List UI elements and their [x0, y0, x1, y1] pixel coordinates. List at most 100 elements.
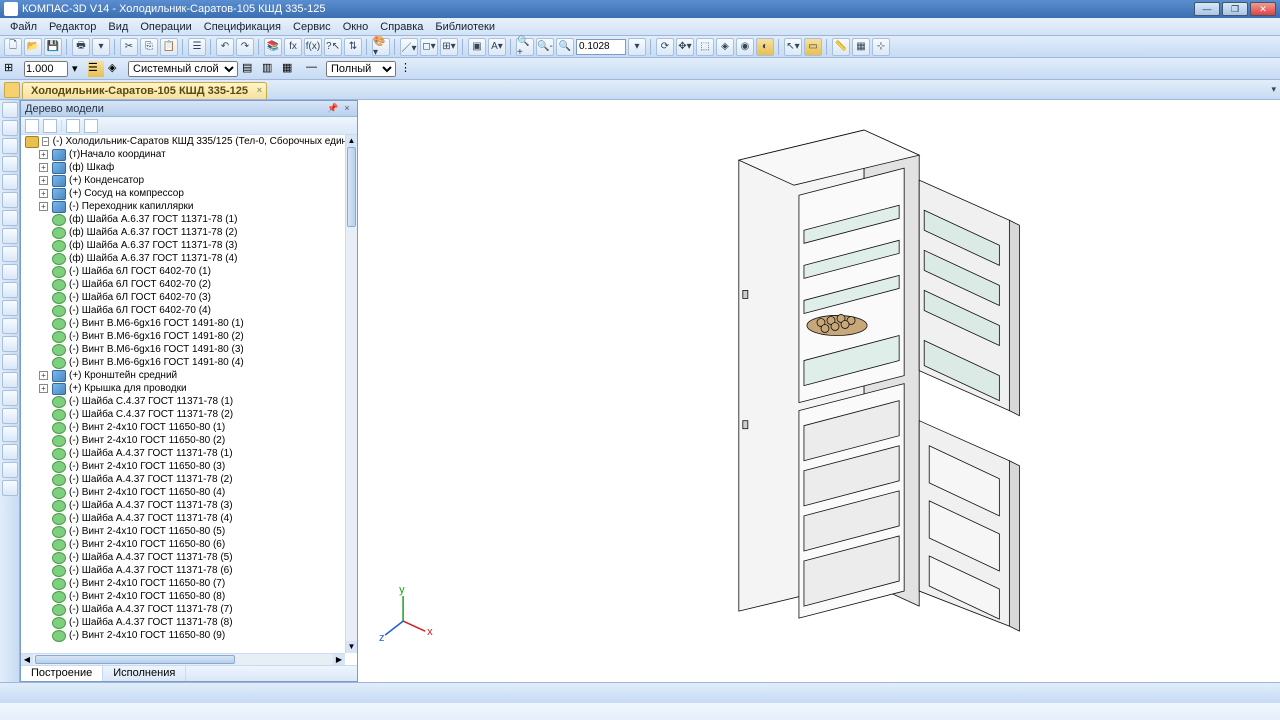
select-button[interactable]: ▭	[804, 38, 822, 56]
pin-icon[interactable]: 📌	[327, 103, 339, 115]
tree-tool-3[interactable]	[66, 119, 80, 133]
left-tool-2[interactable]	[2, 138, 18, 154]
open-button[interactable]: 📂	[24, 38, 42, 56]
scroll-right-icon[interactable]: ▶	[333, 654, 345, 665]
tree-item[interactable]: (-) Шайба С.4.37 ГОСТ 11371-78 (1)	[21, 395, 345, 408]
tree-vscrollbar[interactable]: ▲ ▼	[345, 135, 357, 653]
linestyle-tool[interactable]: ⋮	[400, 61, 416, 77]
layer-tool-1[interactable]: ▤	[242, 61, 258, 77]
new-button[interactable]: 🗋	[4, 38, 22, 56]
layer-icon[interactable]: ◈	[108, 61, 124, 77]
toggle-button[interactable]: ⇅	[344, 38, 362, 56]
tree-item[interactable]: (ф) Шайба А.6.37 ГОСТ 11371-78 (1)	[21, 213, 345, 226]
zoom-dropdown[interactable]: ▾	[628, 38, 646, 56]
tree-item[interactable]: (-) Винт 2-4x10 ГОСТ 11650-80 (5)	[21, 525, 345, 538]
scale-input[interactable]	[24, 61, 68, 77]
tree-item[interactable]: +(+) Конденсатор	[21, 174, 345, 187]
tree-item[interactable]: +(т)Начало координат	[21, 148, 345, 161]
expand-icon[interactable]: +	[39, 189, 48, 198]
left-tool-11[interactable]	[2, 300, 18, 316]
expand-icon[interactable]: +	[39, 384, 48, 393]
tree-item[interactable]: (-) Винт В.М6-6gх16 ГОСТ 1491-80 (2)	[21, 330, 345, 343]
tree-item[interactable]: (-) Винт 2-4x10 ГОСТ 11650-80 (6)	[21, 538, 345, 551]
undo-button[interactable]: ↶	[216, 38, 234, 56]
menu-7[interactable]: Справка	[374, 21, 429, 33]
menu-2[interactable]: Вид	[102, 21, 134, 33]
iso-button[interactable]: ◈	[716, 38, 734, 56]
left-tool-16[interactable]	[2, 390, 18, 406]
scale-lock-button[interactable]: ⊞	[4, 61, 20, 77]
left-tool-5[interactable]	[2, 192, 18, 208]
render-button[interactable]: ◉	[736, 38, 754, 56]
copy-button[interactable]: ⎘	[140, 38, 158, 56]
menu-3[interactable]: Операции	[134, 21, 197, 33]
layer-tool-3[interactable]: ▦	[282, 61, 298, 77]
variables-button[interactable]: fx	[284, 38, 302, 56]
expand-icon[interactable]: +	[39, 163, 48, 172]
text-button[interactable]: A▾	[488, 38, 506, 56]
expand-icon[interactable]: +	[39, 371, 48, 380]
scroll-thumb[interactable]	[35, 655, 235, 664]
tree-item[interactable]: +(+) Сосуд на компрессор	[21, 187, 345, 200]
menu-8[interactable]: Библиотеки	[429, 21, 501, 33]
pan-button[interactable]: ✥▾	[676, 38, 694, 56]
tree-item[interactable]: (ф) Шайба А.6.37 ГОСТ 11371-78 (4)	[21, 252, 345, 265]
view-button[interactable]: ⬚	[696, 38, 714, 56]
expand-icon[interactable]: +	[39, 150, 48, 159]
rotate-button[interactable]: ⟳	[656, 38, 674, 56]
library-button[interactable]: 📚	[264, 38, 282, 56]
tab-exec[interactable]: Исполнения	[103, 666, 186, 681]
shape-button[interactable]: ◻▾	[420, 38, 438, 56]
left-tool-1[interactable]	[2, 120, 18, 136]
left-tool-18[interactable]	[2, 426, 18, 442]
close-button[interactable]: ✕	[1250, 2, 1276, 16]
left-tool-21[interactable]	[2, 480, 18, 496]
left-tool-3[interactable]	[2, 156, 18, 172]
tree-item[interactable]: (-) Винт В.М6-6gх16 ГОСТ 1491-80 (4)	[21, 356, 345, 369]
tree-item[interactable]: (-) Винт 2-4x10 ГОСТ 11650-80 (4)	[21, 486, 345, 499]
3d-viewport[interactable]: y x z	[358, 100, 1280, 682]
scroll-down-icon[interactable]: ▼	[346, 641, 357, 653]
measure-button[interactable]: 📏	[832, 38, 850, 56]
tree-item[interactable]: (-) Шайба А.4.37 ГОСТ 11371-78 (5)	[21, 551, 345, 564]
tree-item[interactable]: (-) Винт 2-4x10 ГОСТ 11650-80 (2)	[21, 434, 345, 447]
tool-button[interactable]: ⊞▾	[440, 38, 458, 56]
scroll-thumb[interactable]	[347, 147, 356, 227]
help-cursor-button[interactable]: ?↖	[324, 38, 342, 56]
cut-button[interactable]: ✂	[120, 38, 138, 56]
tree-tool-1[interactable]	[25, 119, 39, 133]
left-tool-19[interactable]	[2, 444, 18, 460]
tree-item[interactable]: (-) Винт 2-4x10 ГОСТ 11650-80 (3)	[21, 460, 345, 473]
linestyle-icon[interactable]: —	[306, 61, 322, 77]
menu-6[interactable]: Окно	[337, 21, 375, 33]
left-tool-7[interactable]	[2, 228, 18, 244]
tree-item[interactable]: +(+) Кронштейн средний	[21, 369, 345, 382]
tree-item[interactable]: (-) Шайба А.4.37 ГОСТ 11371-78 (6)	[21, 564, 345, 577]
tree-item[interactable]: (-) Винт 2-4x10 ГОСТ 11650-80 (9)	[21, 629, 345, 642]
tree-tool-2[interactable]	[43, 119, 57, 133]
zoom-value[interactable]: 0.1028	[576, 39, 626, 55]
left-tool-0[interactable]	[2, 102, 18, 118]
save-button[interactable]: 💾	[44, 38, 62, 56]
left-tool-13[interactable]	[2, 336, 18, 352]
tree-item[interactable]: (ф) Шайба А.6.37 ГОСТ 11371-78 (2)	[21, 226, 345, 239]
shade-button[interactable]: ◐	[756, 38, 774, 56]
tree-hscrollbar[interactable]: ◀ ▶	[21, 653, 345, 665]
tree-item[interactable]: (-) Шайба С.4.37 ГОСТ 11371-78 (2)	[21, 408, 345, 421]
tabs-dropdown[interactable]: ▾	[1271, 84, 1276, 95]
expand-icon[interactable]: −	[42, 137, 49, 146]
line-button[interactable]: ／▾	[400, 38, 418, 56]
section-button[interactable]: ▦	[852, 38, 870, 56]
tree-item[interactable]: (-) Шайба А.4.37 ГОСТ 11371-78 (4)	[21, 512, 345, 525]
tree-item[interactable]: (-) Винт 2-4x10 ГОСТ 11650-80 (7)	[21, 577, 345, 590]
scroll-up-icon[interactable]: ▲	[346, 135, 357, 147]
tree-item[interactable]: (-) Винт В.М6-6gх16 ГОСТ 1491-80 (1)	[21, 317, 345, 330]
tree-item[interactable]: (-) Шайба А.4.37 ГОСТ 11371-78 (2)	[21, 473, 345, 486]
zoom-out-button[interactable]: 🔍-	[536, 38, 554, 56]
left-tool-8[interactable]	[2, 246, 18, 262]
tree-tool-4[interactable]	[84, 119, 98, 133]
tree-item[interactable]: +(ф) Шкаф	[21, 161, 345, 174]
paste-button[interactable]: 📋	[160, 38, 178, 56]
panel-close-icon[interactable]: ×	[341, 103, 353, 115]
scale-dropdown[interactable]: ▾	[72, 62, 84, 75]
